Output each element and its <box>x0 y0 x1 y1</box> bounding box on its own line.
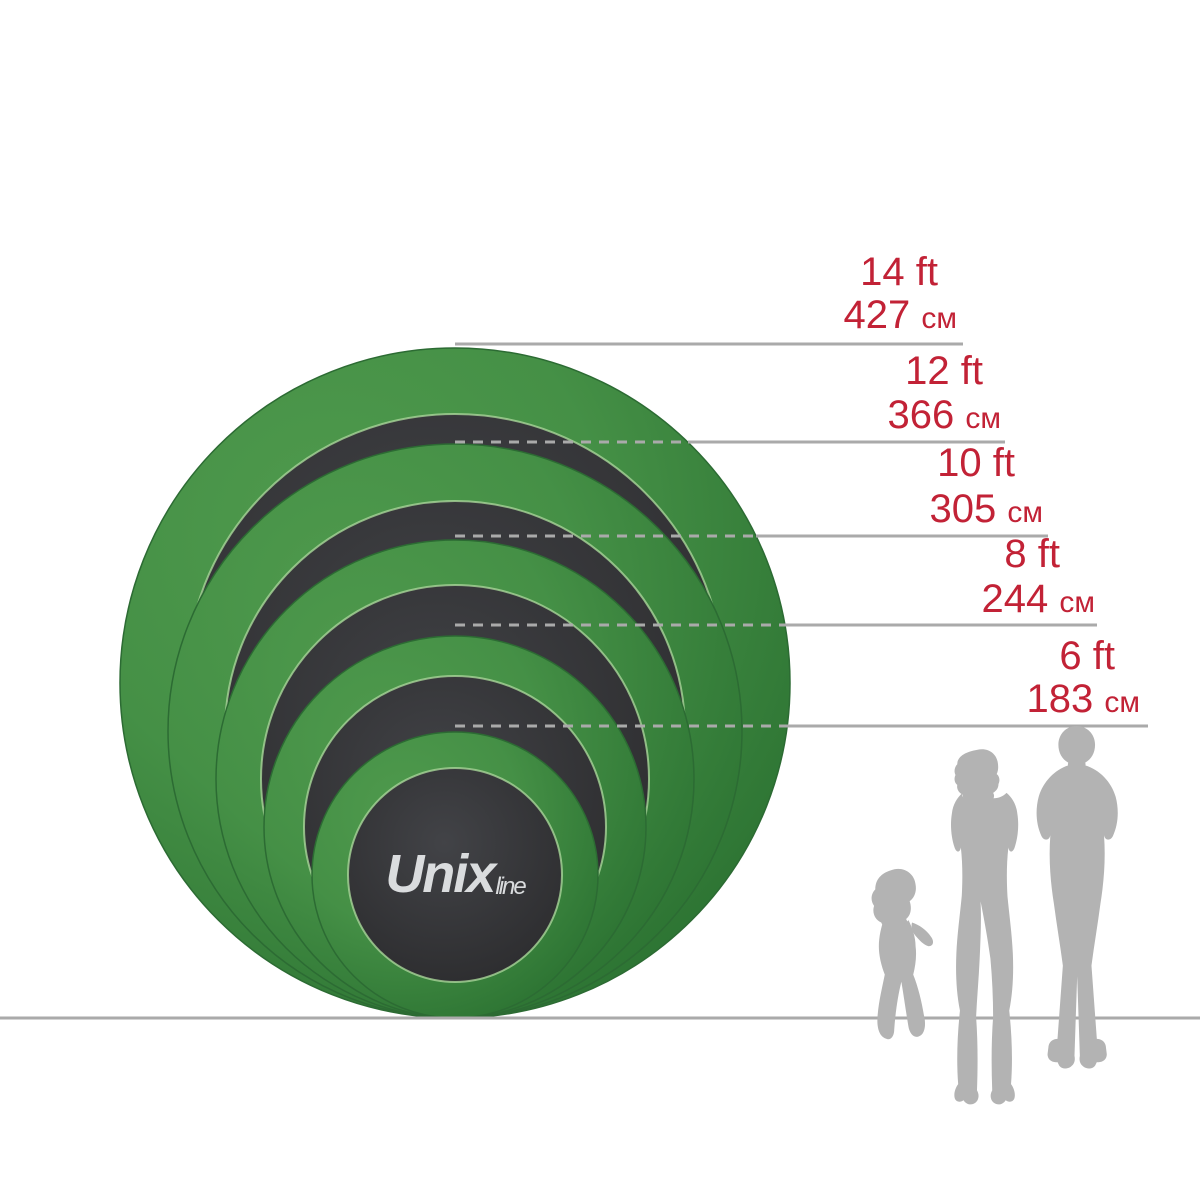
svg-text:305 см: 305 см <box>930 487 1043 531</box>
svg-text:366 см: 366 см <box>888 393 1001 437</box>
svg-text:12 ft: 12 ft <box>905 349 983 393</box>
svg-text:14 ft: 14 ft <box>860 250 938 294</box>
svg-text:244 см: 244 см <box>982 577 1095 621</box>
svg-text:6 ft: 6 ft <box>1059 634 1115 678</box>
svg-text:8 ft: 8 ft <box>1004 532 1060 576</box>
svg-text:10 ft: 10 ft <box>937 441 1015 485</box>
svg-text:427 см: 427 см <box>844 293 957 337</box>
svg-text:183 см: 183 см <box>1027 677 1140 721</box>
